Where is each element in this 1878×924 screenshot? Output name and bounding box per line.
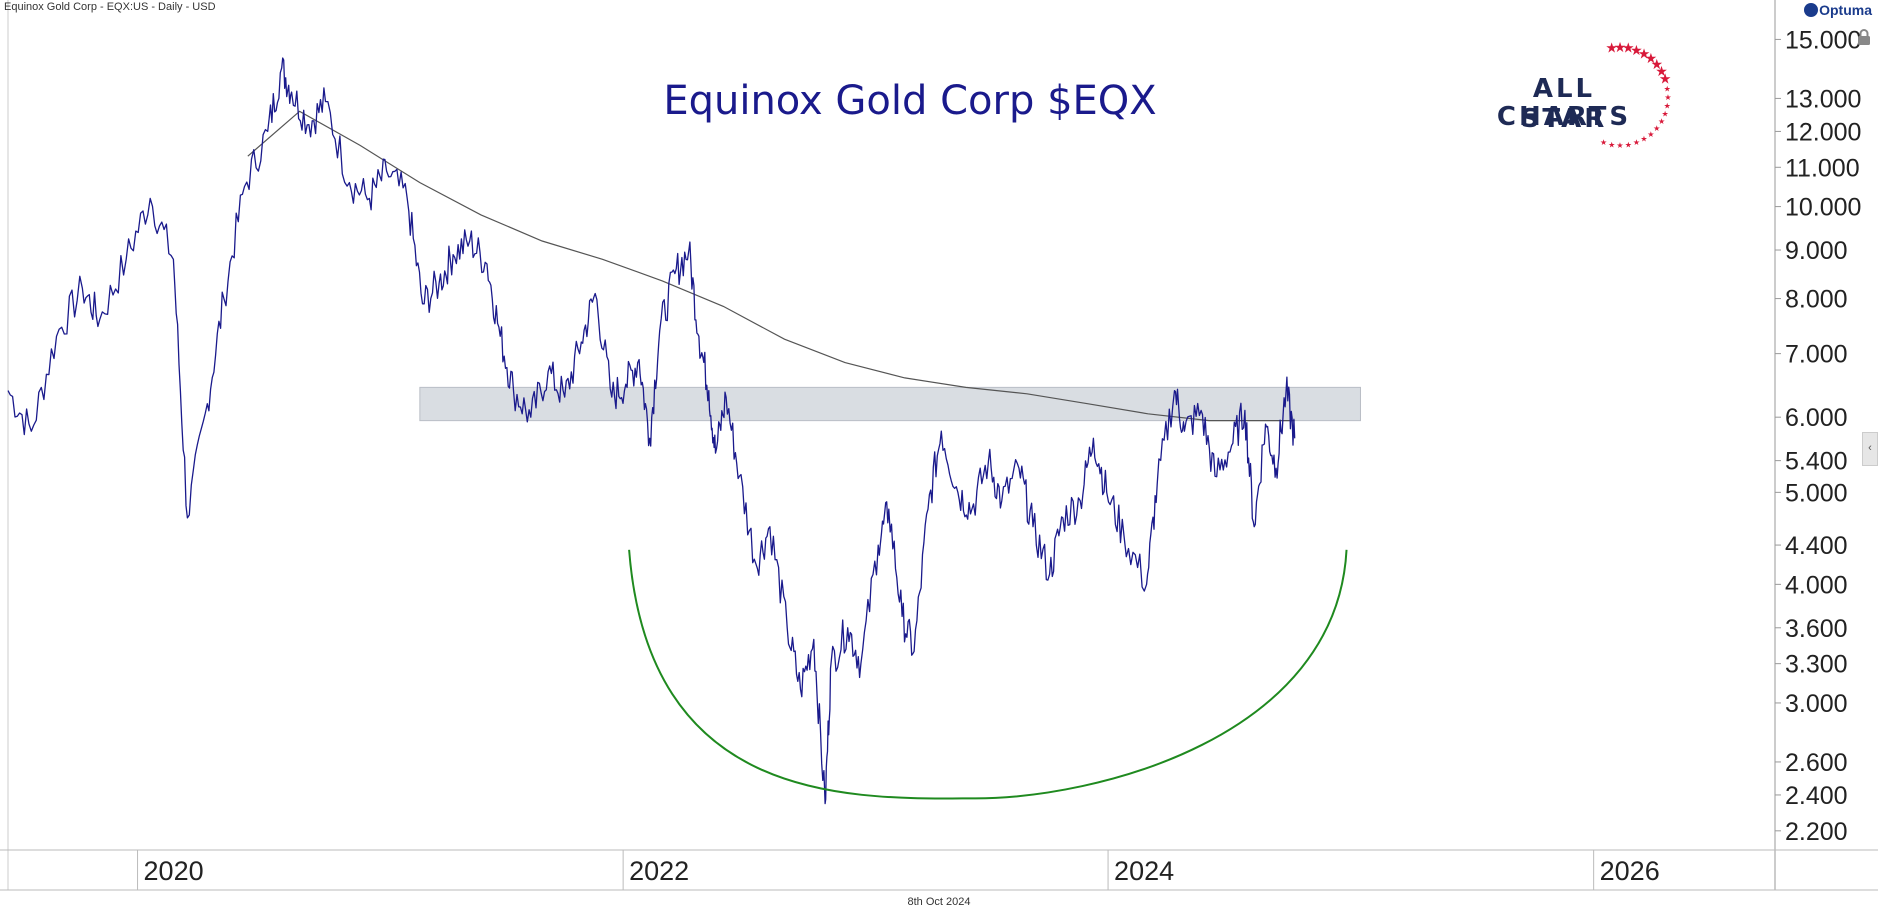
logo-star-icon: ★ (1633, 138, 1640, 147)
y-tick-label: 12.000 (1785, 118, 1861, 146)
chart-header: Equinox Gold Corp - EQX:US - Daily - USD (4, 1, 216, 13)
logo-star-icon: ★ (1664, 93, 1671, 102)
optuma-brand-label: Optuma (1819, 2, 1872, 18)
y-tick-label: 9.000 (1785, 237, 1848, 265)
price-line (7, 57, 1296, 805)
optuma-brand: Optuma (1804, 2, 1872, 18)
lock-icon[interactable] (1856, 28, 1872, 46)
logo-star-icon: ★ (1638, 46, 1651, 62)
y-tick-label: 7.000 (1785, 341, 1848, 369)
y-tick-label: 15.000 (1785, 26, 1861, 54)
logo-star-icon: ★ (1647, 130, 1654, 139)
logo-star-icon: ★ (1605, 41, 1618, 57)
x-tick-label: 2020 (144, 856, 204, 886)
y-tick-label: 5.000 (1785, 479, 1848, 507)
logo-text-line1: ALL STAR (1520, 74, 1608, 134)
chart-date-footer: 8th Oct 2024 (907, 896, 971, 908)
logo-star-icon: ★ (1653, 124, 1660, 133)
logo-star-icon: ★ (1664, 101, 1671, 110)
logo-star-icon: ★ (1640, 135, 1647, 144)
x-tick-label: 2026 (1600, 856, 1660, 886)
y-tick-label: 3.000 (1785, 690, 1848, 718)
y-tick-label: 3.300 (1785, 651, 1848, 679)
rounding-bottom-arc (628, 549, 1348, 800)
y-tick-label: 2.400 (1785, 782, 1848, 810)
logo-stars-arc: ★★★★★★★★★★★★★★★★★★★★★★ (1600, 40, 1672, 150)
logo-star-icon: ★ (1614, 40, 1627, 56)
y-tick-label: 2.600 (1785, 749, 1848, 777)
logo-star-icon: ★ (1645, 51, 1658, 67)
logo-text-line2: CHARTS (1496, 102, 1632, 132)
moving-average-line (247, 110, 1295, 422)
logo-star-icon: ★ (1659, 72, 1672, 88)
y-tick-label: 4.400 (1785, 532, 1848, 560)
resistance-zone (419, 386, 1361, 422)
y-tick-label: 2.200 (1785, 818, 1848, 846)
logo-star-icon: ★ (1655, 64, 1668, 80)
logo-star-icon: ★ (1664, 85, 1671, 94)
chart-title: Equinox Gold Corp $EQX (663, 78, 1157, 124)
chevron-left-icon: ‹ (1868, 442, 1872, 454)
logo-star-icon: ★ (1600, 138, 1607, 147)
y-tick-label: 4.000 (1785, 571, 1848, 599)
panel-collapse-button[interactable]: ‹ (1862, 432, 1878, 466)
logo-star-icon: ★ (1625, 140, 1632, 149)
logo-star-icon: ★ (1608, 140, 1615, 149)
y-tick-label: 3.600 (1785, 615, 1848, 643)
all-star-charts-logo: ★ ★ ★ ★ ★ ★ ★ ★ ★ ★ ★ ★ ★ ★ ★ ★ ★ ★ ★ ★ ★ ★ ALL STAR CHARTS (1470, 40, 1690, 160)
x-tick-label: 2022 (629, 856, 689, 886)
logo-star-icon: ★ (1662, 109, 1669, 118)
logo-star-icon: ★ (1622, 41, 1635, 57)
logo-star-icon: ★ (1658, 117, 1665, 126)
y-tick-label: 13.000 (1785, 85, 1861, 113)
optuma-logo-icon (1804, 3, 1819, 17)
y-tick-label: 5.400 (1785, 448, 1848, 476)
y-tick-label: 8.000 (1785, 286, 1848, 314)
x-tick-label: 2024 (1114, 856, 1174, 886)
logo-star-icon: ★ (1630, 43, 1643, 59)
y-tick-label: 10.000 (1785, 194, 1861, 222)
logo-star-icon: ★ (1616, 141, 1623, 150)
y-tick-label: 6.000 (1785, 404, 1848, 432)
logo-star-icon: ★ (1650, 57, 1663, 73)
y-tick-label: 11.000 (1785, 154, 1860, 182)
